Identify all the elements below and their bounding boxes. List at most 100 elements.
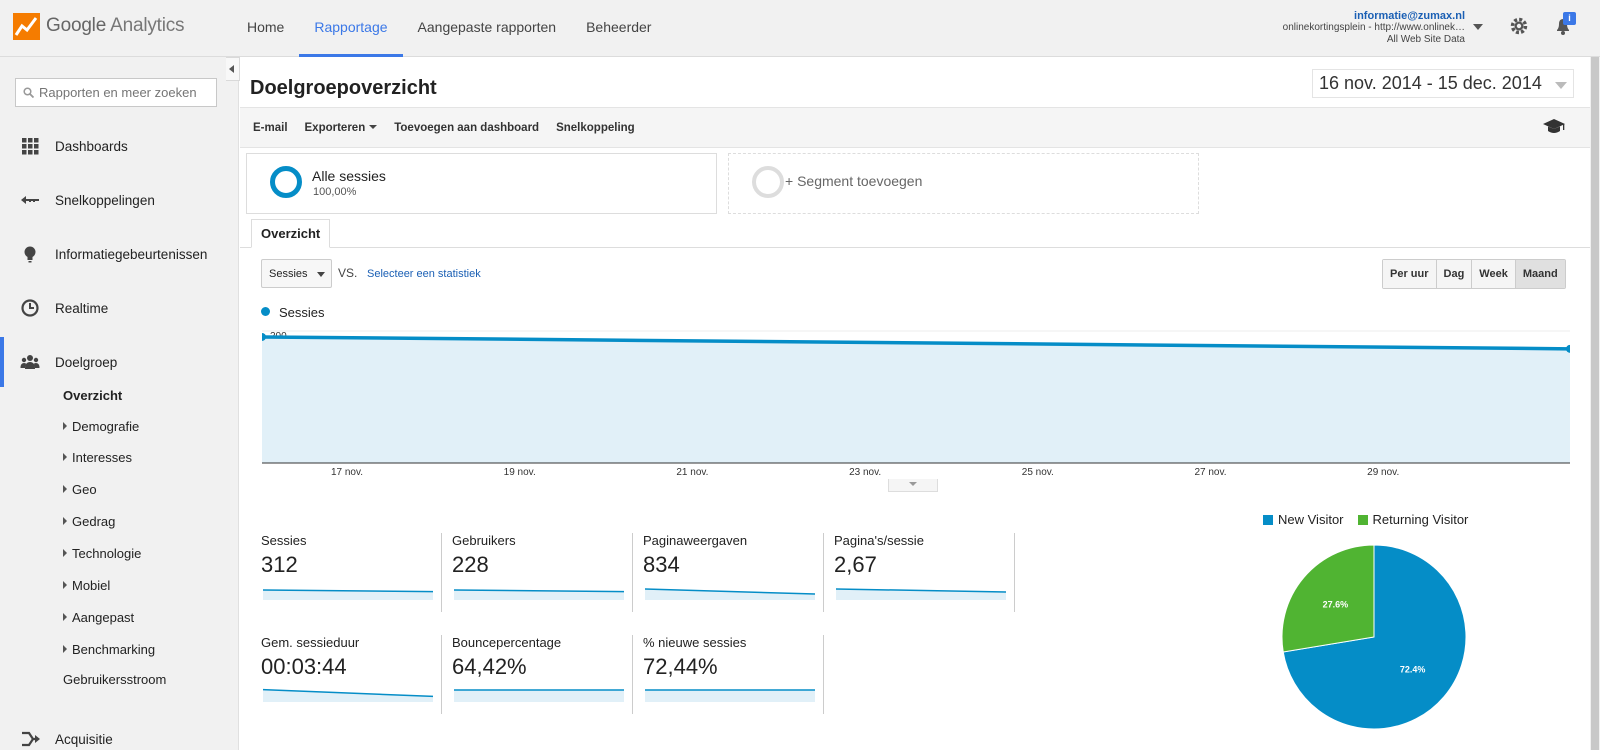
kpi-value: 64,42% [452,654,527,679]
kpi-card[interactable]: Pagina's/sessie 2,67 [834,533,1016,612]
page-scrollbar[interactable] [1590,57,1600,750]
legend-swatch-new [1263,515,1273,525]
kpi-card[interactable]: % nieuwe sessies 72,44% [643,635,825,714]
sidebar-sub-demographics[interactable]: Demografie [63,419,139,434]
sidebar-item-dashboards[interactable]: Dashboards [0,131,238,161]
sidebar-item-label: Acquisitie [55,731,113,747]
lightbulb-icon [24,246,36,263]
sidebar-sub-label: Gedrag [72,514,116,529]
account-selector[interactable]: informatie@zumax.nl onlinekortingsplein … [1283,10,1465,46]
notification-badge[interactable]: i [1563,12,1576,25]
sidebar-sub-label: Technologie [72,546,142,561]
kpi-card[interactable]: Bouncepercentage 64,42% [452,635,634,714]
series-legend-dot [261,307,270,316]
pie-slice-returning-visitor[interactable] [1281,544,1375,653]
x-tick-label: 29 nov. [1367,467,1399,478]
scrollbar-thumb[interactable] [1591,57,1599,750]
graduation-cap-icon[interactable] [1543,118,1565,136]
period-hourly-button[interactable]: Per uur [1383,260,1437,288]
sidebar-sub-label: Aangepast [72,610,135,625]
search-input[interactable] [39,85,209,100]
sidebar-sub-custom[interactable]: Aangepast [63,610,134,625]
x-tick-labels: 17 nov. 19 nov. 21 nov. 23 nov. 25 nov. 27 no… [331,467,1399,478]
sidebar-item-acquisition[interactable]: Acquisitie [0,724,238,750]
kpi-name: Bouncepercentage [452,635,562,650]
sidebar-item-intelligence-events[interactable]: Informatiegebeurtenissen [0,239,238,269]
sparkline-line [263,589,433,593]
kpi-sparkline [263,688,433,702]
date-range-picker[interactable]: 16 nov. 2014 - 15 dec. 2014 [1312,69,1574,98]
sidebar-sub-benchmarking[interactable]: Benchmarking [63,642,155,657]
pie-legend-new[interactable]: New Visitor [1263,512,1344,527]
kpi-card[interactable]: Gem. sessieduur 00:03:44 [261,635,443,714]
add-segment-card[interactable]: + Segment toevoegen [728,153,1199,214]
period-week-button[interactable]: Week [1472,260,1516,288]
kpi-name: Gebruikers [452,533,516,548]
segment-card-all-sessions[interactable]: Alle sessies 100,00% [246,153,717,214]
kpi-value: 228 [452,552,489,577]
sidebar-sub-label: Geo [72,482,97,497]
kpi-divider [441,533,442,612]
x-tick-label: 27 nov. [1194,467,1226,478]
sparkline-line [263,688,433,698]
period-day-button[interactable]: Dag [1436,260,1473,288]
nav-home[interactable]: Home [247,19,285,35]
kpi-value: 00:03:44 [261,654,347,679]
sidebar-sub-users-flow[interactable]: Gebruikersstroom [63,672,167,687]
kpi-divider [823,533,824,612]
kpi-divider [632,635,633,714]
nav-admin[interactable]: Beheerder [586,19,652,35]
sidebar-item-shortcuts[interactable]: Snelkoppelingen [0,185,238,215]
select-statistic-link[interactable]: Selecteer een statistiek [367,268,481,280]
metric-select[interactable]: Sessies [261,259,332,288]
chart-expand-toggle[interactable] [888,479,938,492]
period-month-button[interactable]: Maand [1515,260,1565,288]
shortcut-button[interactable]: Snelkoppeling [556,121,635,134]
sidebar-sub-behavior[interactable]: Gedrag [63,514,115,529]
kpi-sparkline [836,588,1006,600]
sidebar-sub-technology[interactable]: Technologie [63,546,141,561]
sparkline-fill [454,690,624,702]
sidebar-sub-geo[interactable]: Geo [63,482,97,497]
google-analytics-logo[interactable]: Google Analytics [13,11,185,41]
sparkline-line [454,589,624,593]
expand-triangle-icon [63,422,67,430]
legend-label-returning: Returning Visitor [1372,512,1469,527]
export-menu[interactable]: Exporteren [305,122,378,134]
kpi-divider [441,635,442,714]
nav-rapportage[interactable]: Rapportage [299,0,403,57]
vs-label: VS. [338,266,358,280]
email-button[interactable]: E-mail [253,121,288,134]
gear-icon[interactable] [1509,16,1529,36]
segment-ring-placeholder-icon [752,166,784,198]
expand-triangle-icon [63,453,67,461]
pie-slice-label: 27.6% [1323,599,1349,609]
pie-legend-returning[interactable]: Returning Visitor [1357,512,1469,527]
visitor-type-pie-chart: 72.4% 27.6% [1281,544,1467,730]
tab-divider [240,247,1590,248]
pie-slice-new-visitor[interactable] [1282,544,1467,730]
chevron-down-icon[interactable] [1473,24,1483,30]
kpi-card[interactable]: Gebruikers 228 [452,533,634,612]
chevron-down-icon [369,124,378,129]
sidebar-sub-overview[interactable]: Overzicht [63,388,123,403]
add-to-dashboard-button[interactable]: Toevoegen aan dashboard [394,121,540,134]
expand-triangle-icon [63,549,67,557]
sidebar-sub-mobile[interactable]: Mobiel [63,578,110,593]
kpi-divider [823,635,824,714]
data-point [1566,344,1570,353]
expand-triangle-icon [63,581,67,589]
account-email: informatie@zumax.nl [1354,10,1465,22]
kpi-card[interactable]: Sessies 312 [261,533,443,612]
sidebar-sub-interests[interactable]: Interesses [63,450,132,465]
kpi-card[interactable]: Paginaweergaven 834 [643,533,825,612]
search-box[interactable] [15,78,217,107]
collapse-sidebar-button[interactable] [226,57,240,81]
sidebar-item-audience[interactable]: Doelgroep [0,337,238,387]
tab-overview[interactable]: Overzicht [251,219,331,248]
logo-product-text: Analytics [110,15,185,36]
sidebar-item-realtime[interactable]: Realtime [0,293,238,323]
nav-custom-reports[interactable]: Aangepaste rapporten [417,19,557,35]
account-view: All Web Site Data [1386,34,1465,45]
main-nav: Home Rapportage Aangepaste rapporten Beh… [232,0,666,57]
